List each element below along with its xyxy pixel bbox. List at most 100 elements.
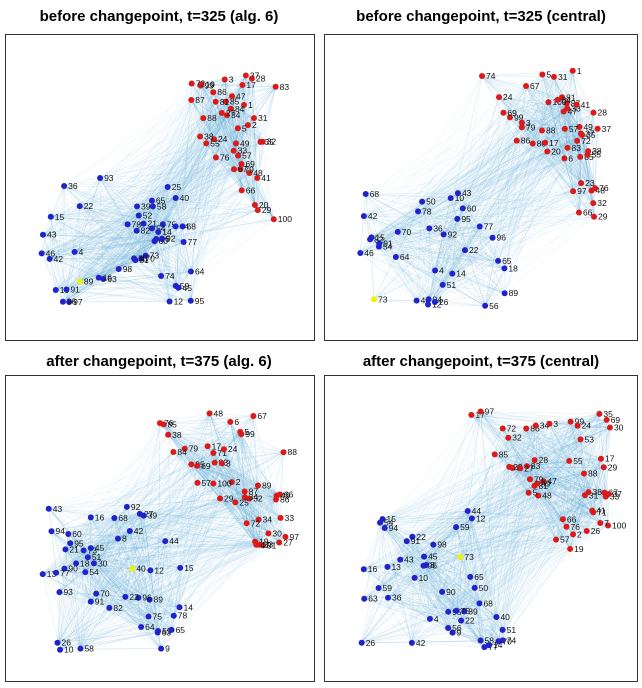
graph-edge (221, 112, 263, 142)
graph-edge (93, 530, 130, 564)
graph-edge (547, 133, 582, 152)
node-label: 64 (400, 252, 410, 262)
graph-edge (471, 414, 594, 513)
graph-edge (464, 147, 568, 251)
node-blue (80, 547, 87, 554)
graph-edge (90, 502, 236, 602)
node-blue (177, 564, 184, 571)
graph-edge (397, 231, 429, 300)
graph-edge (175, 226, 183, 286)
graph-edge (246, 416, 254, 524)
graph-edge (93, 541, 256, 564)
graph-edge (197, 465, 280, 495)
graph-edge (209, 413, 241, 432)
graph-edge (59, 517, 91, 593)
graph-edge (480, 411, 602, 459)
graph-edge (586, 458, 602, 532)
graph-edge (363, 419, 607, 570)
graph-edge (55, 128, 239, 291)
graph-edge (529, 419, 607, 480)
node-label: 4 (439, 265, 444, 275)
graph-edge (557, 99, 565, 159)
graph-edge (434, 112, 504, 271)
graph-edge (200, 79, 225, 86)
graph-edge (542, 74, 563, 98)
graph-edge (521, 122, 578, 142)
graph-edge (141, 190, 242, 259)
graph-edge (90, 434, 242, 518)
graph-edge (578, 183, 582, 213)
graph-edge (508, 425, 536, 438)
graph-edge (363, 216, 505, 269)
graph-edge (503, 85, 527, 113)
graph-edge (103, 169, 241, 280)
graph-edge (49, 241, 155, 260)
graph-edge (479, 112, 594, 227)
graph-edge (470, 467, 513, 577)
graph-edge (136, 150, 234, 231)
graph-edge (96, 593, 172, 630)
graph-edge (240, 118, 255, 170)
graph-edge (480, 411, 604, 468)
graph-edge (369, 197, 451, 240)
graph-edge (570, 421, 581, 440)
graph-edge (132, 517, 281, 569)
graph-edge (538, 425, 578, 496)
graph-edge (526, 466, 535, 486)
graph-edge (50, 216, 64, 302)
graph-edge (397, 133, 582, 233)
graph-edge (434, 151, 548, 271)
graph-edge (509, 117, 580, 128)
graph-edge (184, 448, 245, 492)
graph-edge (51, 519, 259, 532)
graph-edge (245, 75, 255, 119)
graph-edge (378, 246, 465, 251)
graph-edge (360, 252, 499, 261)
graph-edge (199, 101, 227, 137)
graph-edge (607, 494, 609, 526)
graph-edge (56, 540, 166, 573)
node-label: 58 (157, 201, 167, 211)
node-label: 49 (281, 491, 291, 501)
graph-edge (139, 498, 250, 515)
graph-edge (175, 198, 179, 288)
graph-edge (75, 465, 198, 564)
node-label: 83 (280, 82, 290, 92)
highlighted-node (371, 296, 378, 303)
graph-edge (66, 143, 237, 290)
graph-edge (516, 128, 598, 141)
graph-edge (382, 468, 521, 520)
graph-edge (583, 473, 589, 493)
node-blue (180, 238, 187, 245)
graph-edge (158, 141, 263, 233)
graph-edge (520, 421, 571, 469)
graph-edge (68, 533, 150, 600)
graph-edge (56, 452, 284, 573)
graph-edge (360, 252, 429, 305)
node-blue (87, 545, 94, 552)
graph-edge (41, 216, 51, 254)
node-red (222, 98, 229, 105)
graph-edge (443, 158, 565, 235)
graph-edge (66, 258, 142, 290)
graph-edge (42, 234, 67, 290)
graph-edge (191, 86, 276, 101)
graph-edge (567, 108, 595, 217)
graph-edge (167, 115, 228, 188)
graph-edge (80, 530, 130, 649)
graph-edge (230, 421, 260, 545)
graph-edge (605, 496, 609, 526)
graph-edge (191, 83, 276, 87)
graph-edge (79, 206, 119, 270)
graph-edge (48, 508, 259, 520)
graph-edge (567, 147, 589, 152)
node-blue (179, 223, 186, 230)
graph-edge (370, 226, 480, 240)
graph-edge (379, 243, 436, 303)
graph-edge (207, 446, 277, 496)
graph-edge (521, 122, 581, 158)
graph-edge (83, 482, 232, 551)
graph-edge (502, 428, 609, 495)
graph-edge (206, 86, 276, 144)
graph-edge (241, 434, 259, 520)
